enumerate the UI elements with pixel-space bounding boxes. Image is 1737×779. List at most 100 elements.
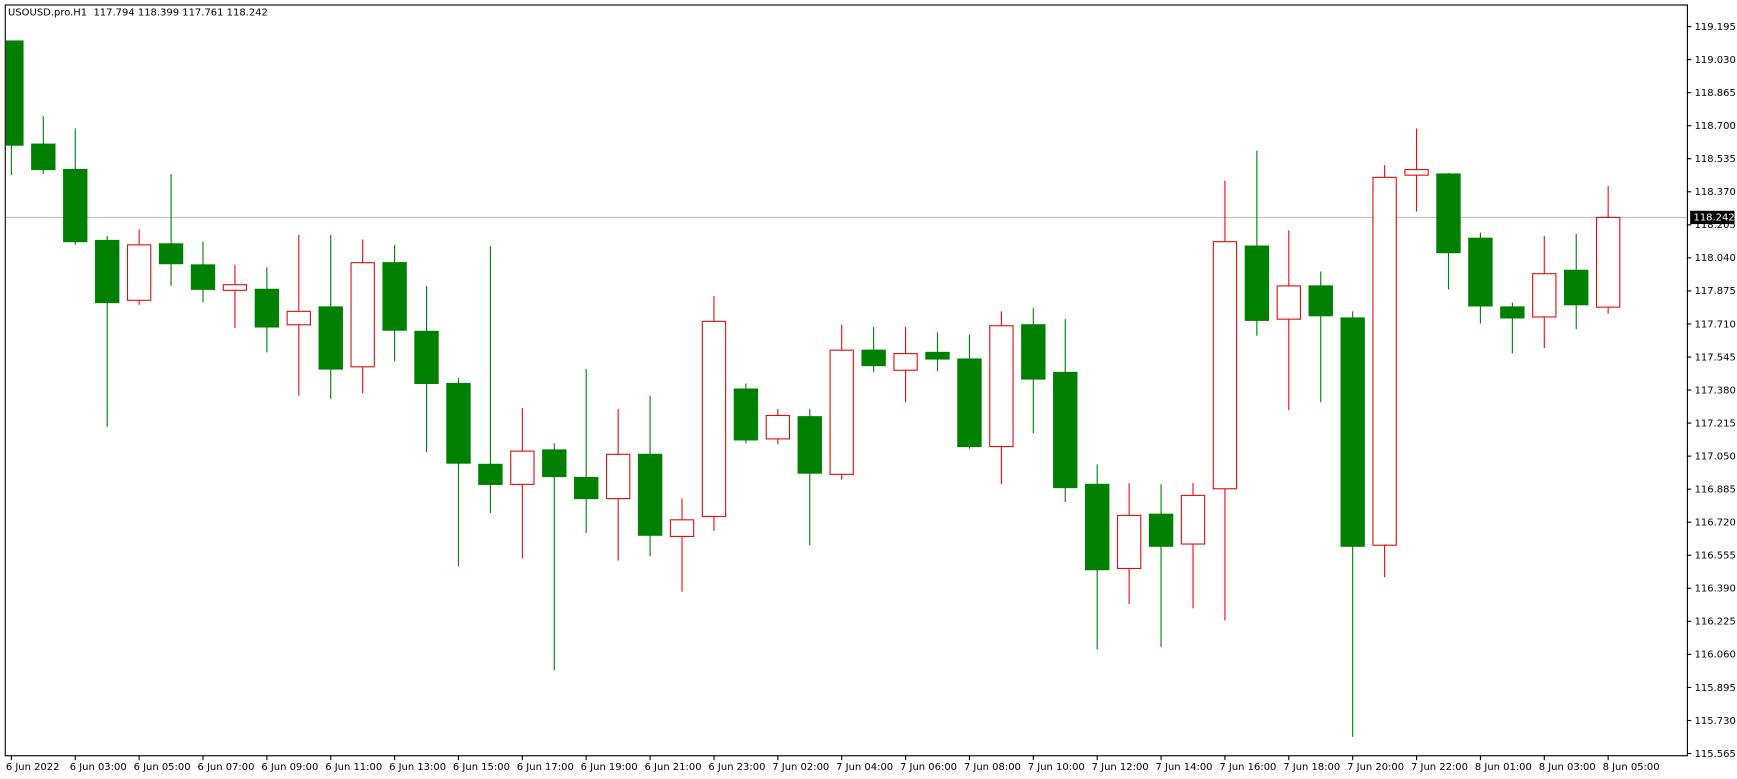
candle-body xyxy=(1053,371,1078,489)
y-tick-label: 119.195 xyxy=(1695,22,1736,33)
y-tick-label: 115.565 xyxy=(1695,749,1736,760)
candle-body xyxy=(318,306,343,370)
candle-body xyxy=(1372,176,1397,546)
x-tick-label: 7 Jun 12:00 xyxy=(1092,762,1149,773)
candle-body xyxy=(542,449,567,478)
x-tick-label: 6 Jun 17:00 xyxy=(517,762,574,773)
y-tick-label: 116.720 xyxy=(1695,518,1736,529)
y-tick-label: 116.225 xyxy=(1695,617,1736,628)
candle-body xyxy=(31,143,56,171)
plot-frame xyxy=(4,4,1688,757)
candle-body xyxy=(701,320,727,517)
candle-body xyxy=(510,450,535,485)
y-tick-label: 118.535 xyxy=(1695,154,1736,165)
y-tick-label: 117.875 xyxy=(1695,286,1736,297)
candle-body xyxy=(222,284,248,291)
y-tick-label: 116.885 xyxy=(1695,485,1736,496)
x-tick-label: 8 Jun 03:00 xyxy=(1539,762,1596,773)
candle-body xyxy=(669,519,695,537)
y-tick-label: 115.730 xyxy=(1695,716,1736,727)
candle-body xyxy=(733,388,759,441)
y-tick-label: 116.060 xyxy=(1695,650,1736,661)
current-price-box xyxy=(1690,210,1735,225)
y-tick-label: 118.205 xyxy=(1695,220,1736,231)
candle-body xyxy=(126,244,152,301)
candle-body xyxy=(1148,513,1174,547)
candle-body xyxy=(1180,494,1206,545)
candle-body xyxy=(1212,241,1238,490)
candle-body xyxy=(989,325,1014,448)
candle-body xyxy=(1436,173,1461,254)
y-tick-label: 115.895 xyxy=(1695,683,1736,694)
x-tick-label: 7 Jun 18:00 xyxy=(1283,762,1340,773)
candle-body xyxy=(1308,285,1333,317)
y-tick-label: 116.555 xyxy=(1695,551,1736,562)
x-tick-label: 6 Jun 23:00 xyxy=(708,762,765,773)
x-tick-label: 7 Jun 08:00 xyxy=(964,762,1021,773)
candle-body xyxy=(797,416,822,474)
candle-body xyxy=(63,169,88,243)
y-tick-label: 118.040 xyxy=(1695,253,1736,264)
candle-body xyxy=(1468,237,1493,307)
y-tick-label: 118.700 xyxy=(1695,121,1736,132)
x-tick-label: 8 Jun 01:00 xyxy=(1475,762,1532,773)
x-tick-label: 7 Jun 16:00 xyxy=(1219,762,1276,773)
x-tick-label: 6 Jun 09:00 xyxy=(261,762,318,773)
x-tick-label: 7 Jun 22:00 xyxy=(1411,762,1468,773)
x-tick-label: 6 Jun 11:00 xyxy=(325,762,382,773)
candle-body xyxy=(1021,324,1046,380)
x-tick-label: 6 Jun 21:00 xyxy=(645,762,702,773)
x-tick-label: 7 Jun 06:00 xyxy=(900,762,957,773)
candle-body xyxy=(5,40,24,146)
candle-body xyxy=(925,351,950,360)
candle-body xyxy=(1532,273,1557,318)
candle-body xyxy=(1564,269,1589,306)
x-tick-label: 6 Jun 03:00 xyxy=(70,762,127,773)
candle-body xyxy=(1500,306,1525,319)
chart-title: USOUSD.pro.H1 117.794 118.399 117.761 11… xyxy=(8,8,268,19)
candle-body xyxy=(446,382,471,464)
candle-body xyxy=(1404,169,1429,176)
x-tick-label: 7 Jun 14:00 xyxy=(1156,762,1213,773)
x-tick-label: 7 Jun 02:00 xyxy=(772,762,829,773)
x-tick-label: 6 Jun 15:00 xyxy=(453,762,510,773)
x-tick-label: 8 Jun 05:00 xyxy=(1603,762,1660,773)
x-tick-label: 6 Jun 2022 xyxy=(6,762,60,773)
y-tick-label: 117.215 xyxy=(1695,418,1736,429)
candle-body xyxy=(893,353,918,371)
y-tick-label: 118.865 xyxy=(1695,88,1736,99)
candle-body xyxy=(286,310,311,326)
x-tick-label: 7 Jun 04:00 xyxy=(836,762,893,773)
candle-body xyxy=(957,358,982,448)
x-tick-label: 6 Jun 19:00 xyxy=(581,762,638,773)
candle-body xyxy=(254,288,280,328)
x-tick-label: 6 Jun 05:00 xyxy=(134,762,191,773)
candle-body xyxy=(574,477,599,500)
candle-body xyxy=(350,262,375,368)
candle-body xyxy=(637,453,663,536)
y-tick-label: 118.370 xyxy=(1695,187,1736,198)
candle-body xyxy=(1595,216,1621,308)
candle-body xyxy=(382,262,407,331)
candle-body xyxy=(1244,245,1270,321)
candle-body xyxy=(765,414,791,440)
candle-body xyxy=(1116,514,1142,570)
y-tick-label: 119.030 xyxy=(1695,55,1736,66)
y-tick-label: 117.710 xyxy=(1695,319,1736,330)
x-tick-label: 7 Jun 20:00 xyxy=(1347,762,1404,773)
candle-body xyxy=(861,349,886,367)
candle-body xyxy=(1085,483,1110,571)
x-tick-label: 6 Jun 13:00 xyxy=(389,762,446,773)
candle-body xyxy=(1276,285,1301,320)
candle-body xyxy=(1340,317,1365,547)
candle-body xyxy=(605,453,631,500)
candle-body xyxy=(829,349,854,475)
current-price-label: 118.242 xyxy=(1693,213,1734,224)
candle-body xyxy=(94,239,120,304)
y-tick-label: 117.050 xyxy=(1695,451,1736,462)
y-tick-label: 117.380 xyxy=(1695,385,1736,396)
candle-body xyxy=(190,264,216,290)
